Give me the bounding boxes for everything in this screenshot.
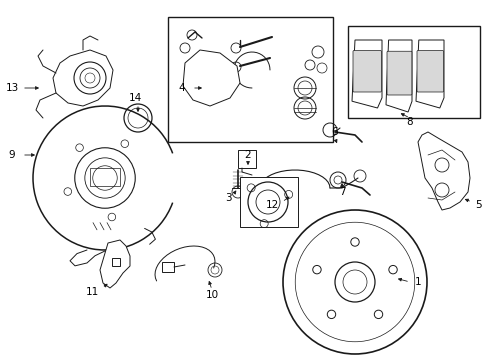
Text: 7: 7 bbox=[339, 187, 345, 197]
Text: 13: 13 bbox=[5, 83, 19, 93]
Bar bbox=[238, 150, 256, 168]
Text: 10: 10 bbox=[205, 290, 219, 300]
Polygon shape bbox=[418, 132, 470, 210]
Text: 14: 14 bbox=[128, 93, 142, 103]
Text: 4: 4 bbox=[179, 83, 185, 93]
Text: 2: 2 bbox=[245, 150, 251, 160]
Text: 3: 3 bbox=[225, 193, 231, 203]
Bar bbox=[348, 26, 480, 118]
Bar bbox=[162, 262, 174, 272]
Text: 11: 11 bbox=[85, 287, 98, 297]
Polygon shape bbox=[352, 40, 382, 108]
Bar bbox=[112, 258, 120, 266]
FancyBboxPatch shape bbox=[387, 51, 412, 95]
Polygon shape bbox=[183, 50, 240, 106]
Polygon shape bbox=[386, 40, 412, 112]
FancyBboxPatch shape bbox=[353, 50, 381, 92]
FancyBboxPatch shape bbox=[417, 50, 443, 92]
Polygon shape bbox=[100, 240, 130, 288]
Polygon shape bbox=[53, 50, 113, 106]
Bar bbox=[168, 17, 333, 142]
Text: 9: 9 bbox=[9, 150, 15, 160]
Bar bbox=[240, 177, 298, 227]
Text: 8: 8 bbox=[407, 117, 413, 127]
Text: 1: 1 bbox=[415, 277, 421, 287]
Text: 12: 12 bbox=[266, 200, 279, 210]
Bar bbox=[90, 168, 120, 186]
Polygon shape bbox=[416, 40, 444, 108]
Text: 6: 6 bbox=[332, 127, 338, 137]
Text: 5: 5 bbox=[475, 200, 481, 210]
